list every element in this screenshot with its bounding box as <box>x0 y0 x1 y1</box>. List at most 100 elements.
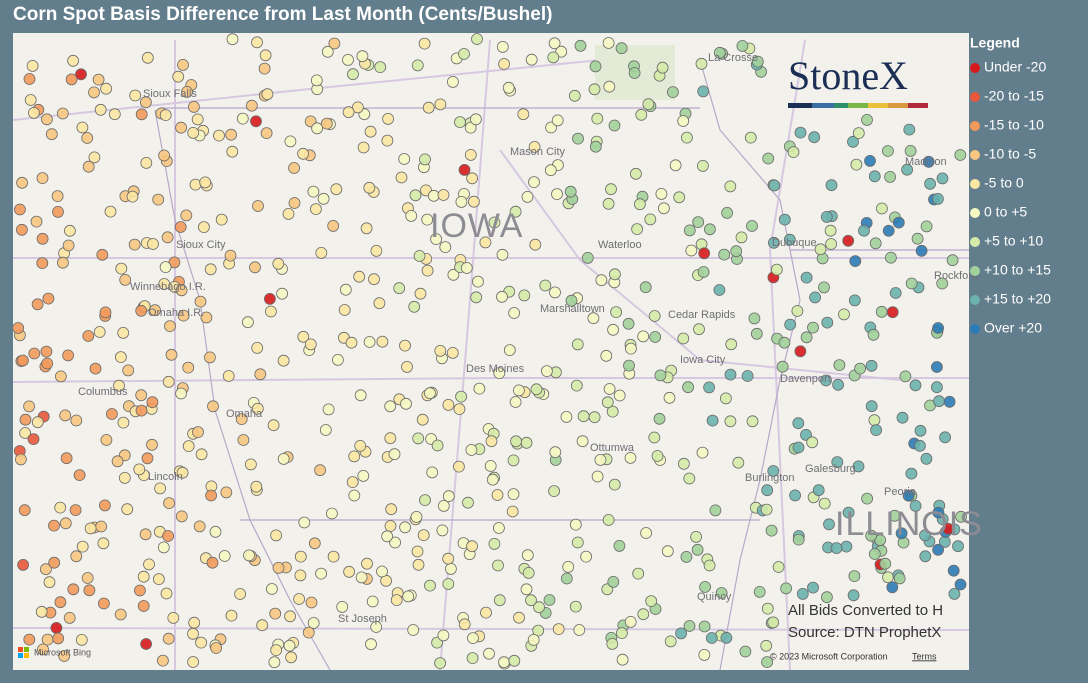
legend-label: 0 to +5 <box>984 204 1027 220</box>
bid-point <box>363 336 376 348</box>
bid-point <box>284 610 297 623</box>
bid-point <box>628 67 641 79</box>
map-label: Sioux City <box>176 239 226 251</box>
bid-point <box>893 572 906 585</box>
bid-point <box>311 122 324 135</box>
bid-point <box>444 563 457 575</box>
bid-point <box>215 213 228 226</box>
bid-point <box>162 632 175 645</box>
bid-point <box>649 331 662 343</box>
bid-point <box>473 382 486 395</box>
bid-point <box>602 37 615 49</box>
bid-point <box>139 528 152 541</box>
bid-point <box>654 369 667 382</box>
bid-point <box>466 540 478 553</box>
bid-point <box>250 480 263 493</box>
attribution: © 2023 Microsoft Corporation <box>770 651 888 661</box>
bid-point <box>36 232 49 245</box>
bid-point <box>411 545 424 558</box>
bid-point <box>551 188 563 201</box>
bid-point <box>16 354 29 367</box>
bid-point <box>807 581 819 594</box>
bid-point <box>293 593 306 605</box>
bid-point <box>919 550 932 563</box>
bid-point <box>161 231 174 244</box>
bid-point <box>267 419 280 432</box>
bid-point <box>93 326 106 338</box>
bid-point <box>648 310 661 322</box>
bid-point <box>327 219 340 232</box>
bid-point <box>760 503 773 516</box>
bid-point <box>430 233 443 246</box>
bid-point <box>818 281 830 294</box>
bid-point <box>936 172 949 185</box>
bid-point <box>954 149 967 161</box>
bid-point <box>936 277 949 290</box>
bid-point <box>36 172 49 185</box>
bid-point <box>309 203 322 216</box>
bid-point <box>76 121 89 134</box>
bid-point <box>23 73 36 85</box>
terms-link[interactable]: Terms <box>912 651 937 661</box>
bid-point <box>345 336 358 349</box>
bid-point <box>241 316 254 329</box>
legend-label: +10 to +15 <box>984 262 1051 278</box>
map-label: Lincoln <box>148 471 183 483</box>
legend-swatch <box>970 237 980 247</box>
bid-point <box>259 49 272 62</box>
bid-point <box>409 189 422 202</box>
bid-point <box>533 601 545 614</box>
bid-point <box>691 543 704 556</box>
bid-point <box>65 73 78 86</box>
bid-point <box>164 320 176 333</box>
bid-point <box>704 223 716 236</box>
map-label: Dubuque <box>772 237 817 249</box>
bid-point <box>493 594 506 607</box>
bid-point <box>64 224 76 237</box>
bid-point <box>915 244 928 257</box>
bid-point <box>58 650 71 662</box>
bid-point <box>437 499 450 512</box>
bid-point <box>96 248 109 261</box>
bid-point <box>528 176 540 189</box>
legend-swatch <box>970 208 980 218</box>
bid-point <box>421 264 434 277</box>
bid-point <box>388 448 401 461</box>
bid-point <box>600 349 613 362</box>
bid-point <box>555 45 568 58</box>
bid-point <box>919 529 931 542</box>
bid-point <box>736 40 749 52</box>
bid-point <box>305 596 318 609</box>
bid-point <box>718 248 731 261</box>
bid-point <box>569 600 582 613</box>
bid-point <box>422 101 435 114</box>
bid-point <box>384 432 397 445</box>
logo-bar <box>788 103 928 108</box>
bid-point <box>156 654 169 667</box>
bid-point <box>360 222 373 235</box>
bid-point <box>137 600 150 612</box>
map-label: Waterloo <box>598 239 642 251</box>
bid-point <box>838 308 850 321</box>
bid-point <box>796 588 809 600</box>
legend: Under -20 -20 to -15 -15 to -10 -10 to -5 -5… <box>970 59 1051 336</box>
bid-point <box>820 374 832 387</box>
bid-point <box>947 564 960 577</box>
bid-point <box>761 602 774 615</box>
bid-point <box>373 297 386 310</box>
bid-point <box>307 617 320 629</box>
bid-point <box>911 232 924 245</box>
bid-point <box>562 561 575 573</box>
bid-point <box>613 389 626 402</box>
bid-point <box>297 147 310 160</box>
bid-point <box>697 85 710 98</box>
bid-point <box>876 202 888 215</box>
bid-point <box>70 550 83 563</box>
bid-point <box>735 231 748 244</box>
bid-point <box>549 286 561 299</box>
bid-point <box>577 410 590 423</box>
bid-point <box>552 623 565 635</box>
bid-point <box>762 152 775 165</box>
bid-point <box>624 451 637 464</box>
bid-point <box>411 59 424 72</box>
